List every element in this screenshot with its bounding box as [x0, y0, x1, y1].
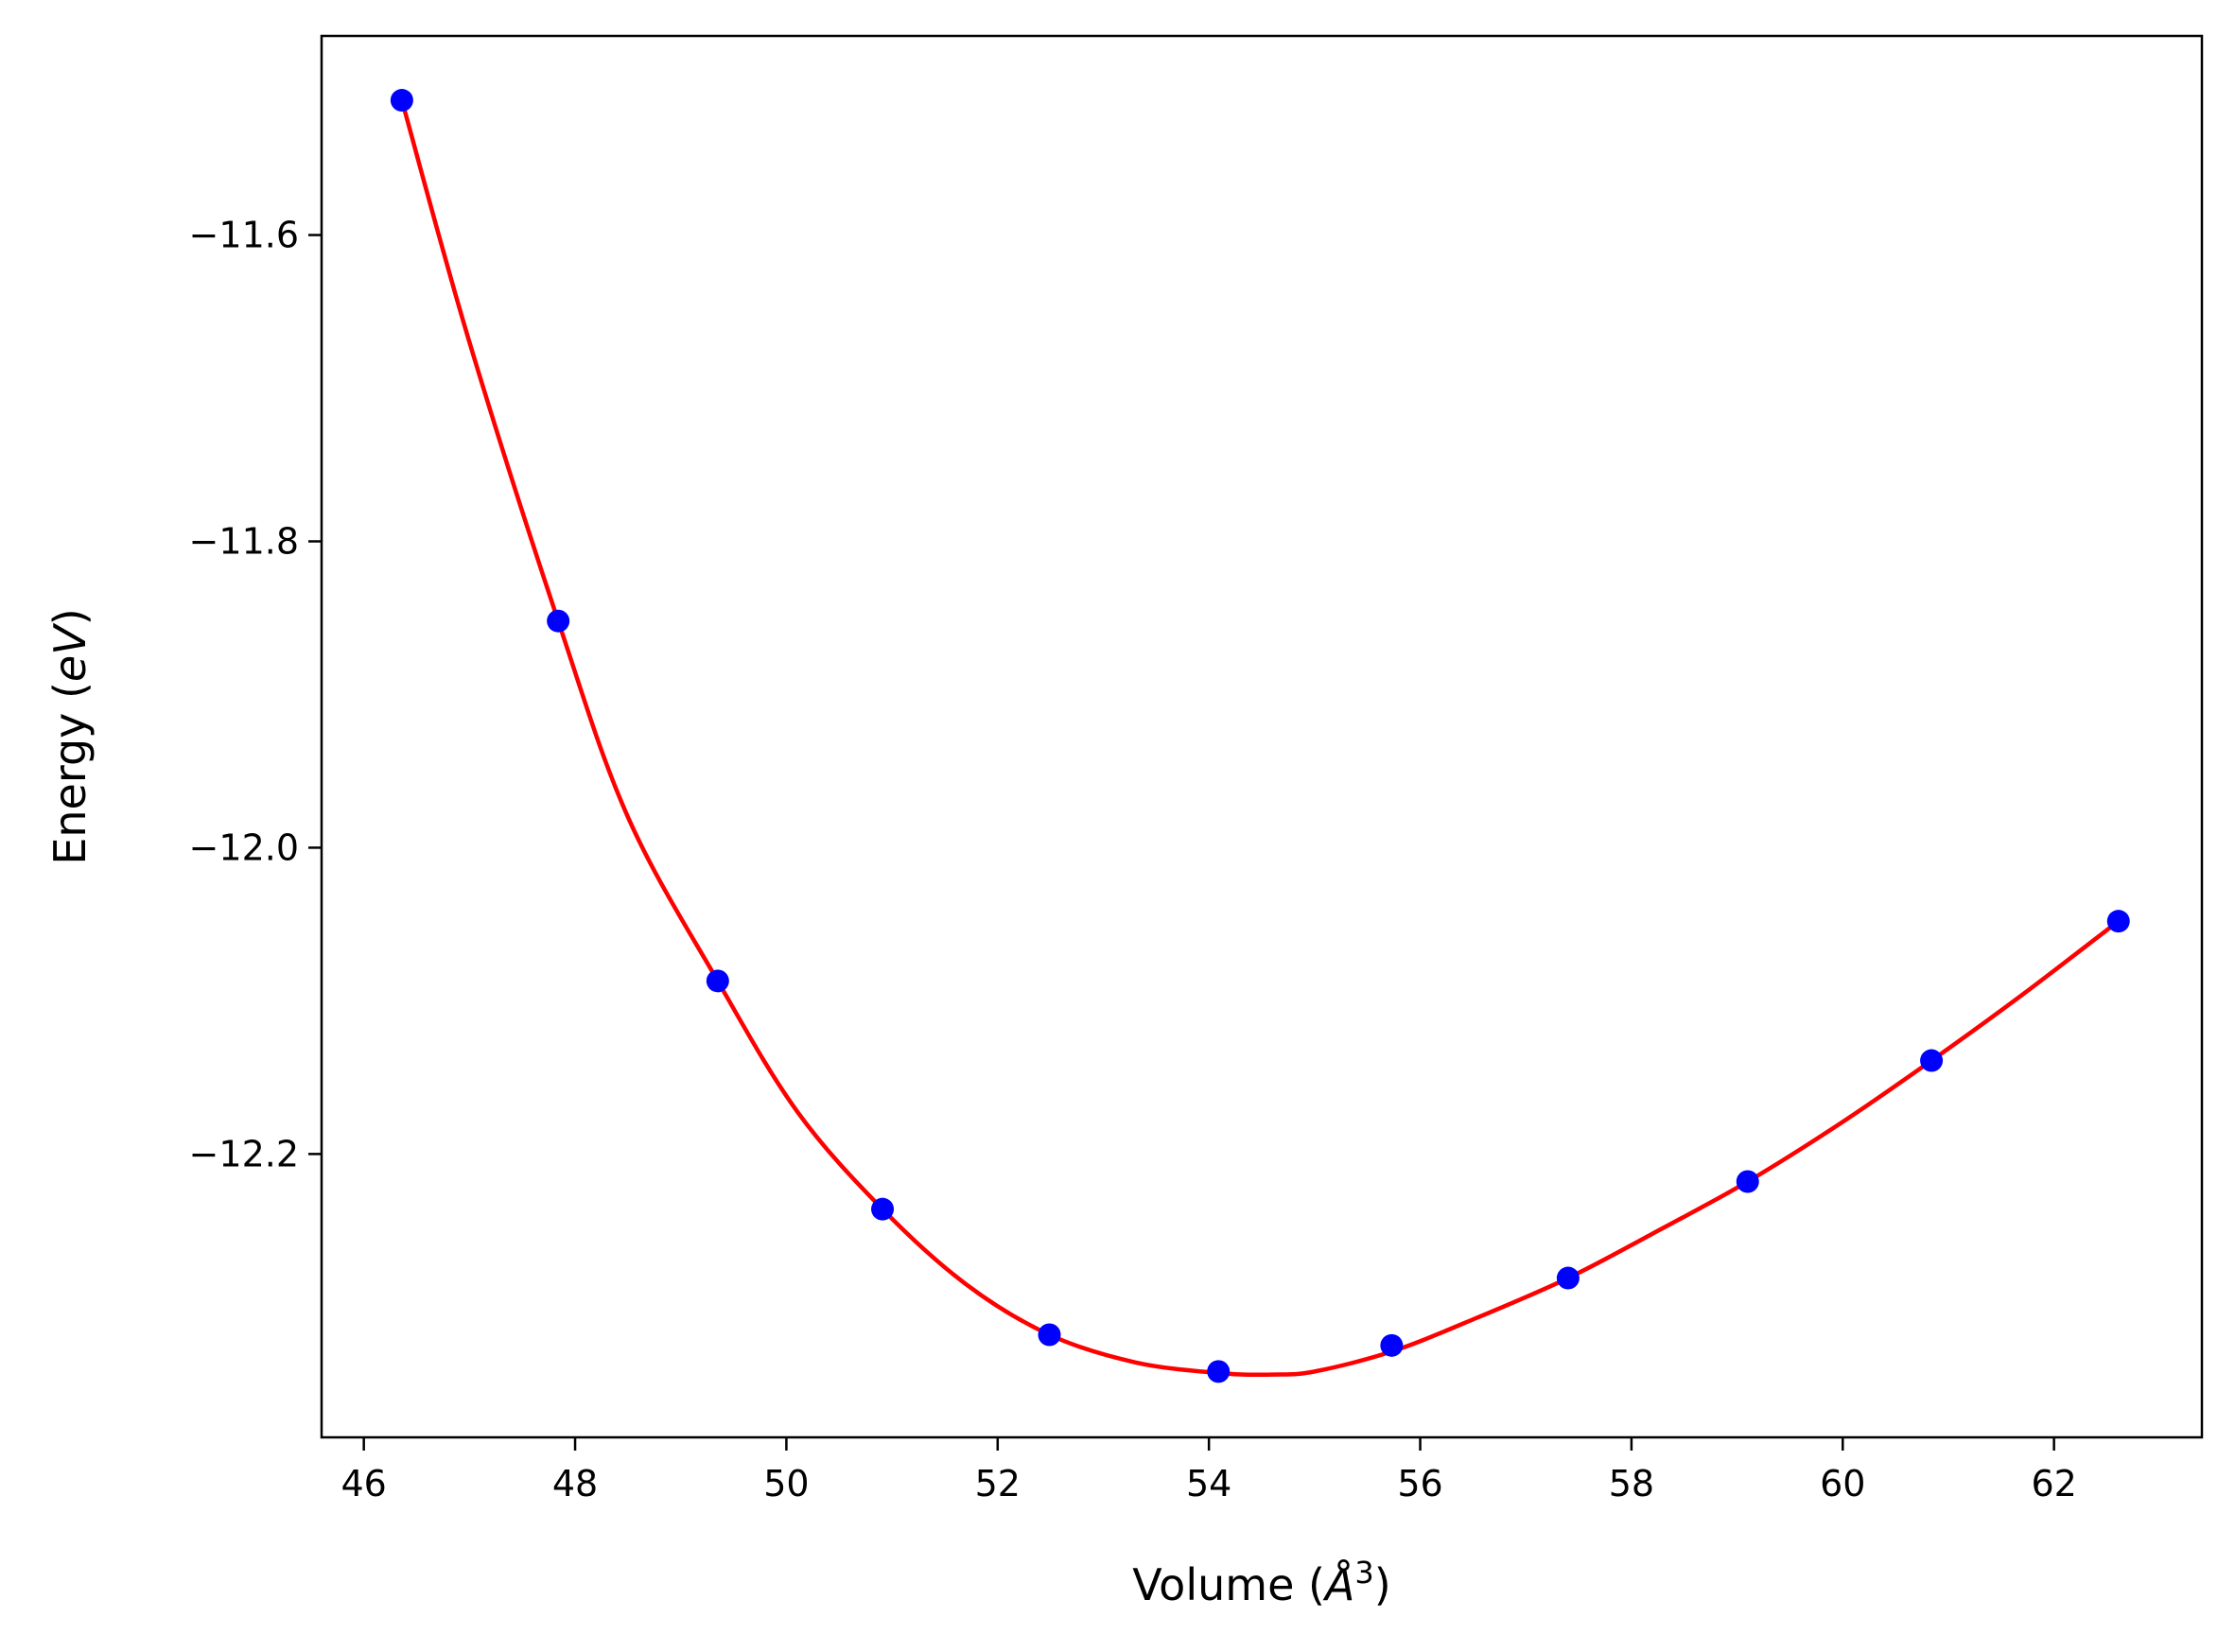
data-point [1920, 1049, 1944, 1072]
x-axis-title-unit: Å [1322, 1559, 1354, 1610]
y-axis-title: Energy (eV) [44, 608, 96, 864]
fit-curve-line [399, 99, 2121, 1378]
x-axis-title-end: ) [1374, 1559, 1391, 1610]
axes-frame [320, 34, 2204, 1439]
y-axis-title-end: ) [44, 608, 96, 625]
data-point [390, 89, 413, 113]
x-tick-label: 46 [340, 1463, 386, 1504]
x-axis-title: Volume (Å3) [1132, 1555, 1390, 1610]
y-tick-label: −11.6 [189, 215, 299, 256]
data-point [871, 1197, 895, 1221]
x-tick-label: 56 [1397, 1463, 1442, 1504]
x-tick-label: 62 [2031, 1463, 2076, 1504]
data-point [1380, 1333, 1404, 1357]
data-point [1736, 1170, 1759, 1193]
y-tick-label: −12.0 [189, 826, 299, 868]
x-tick-label: 50 [763, 1463, 809, 1504]
y-axis-title-main: Energy ( [44, 682, 96, 865]
x-axis: 46 48 50 52 54 56 58 60 62 [340, 1437, 2077, 1504]
data-point [2106, 910, 2130, 933]
data-point [547, 609, 570, 633]
x-tick-label: 52 [975, 1463, 1021, 1504]
y-axis: −11.6 −11.8 −12.0 −12.2 [189, 215, 322, 1174]
data-point [1556, 1266, 1580, 1290]
y-tick-label: −11.8 [189, 520, 299, 562]
y-tick-label: −12.2 [189, 1133, 299, 1174]
x-axis-title-main: Volume ( [1132, 1559, 1325, 1610]
plot-area [390, 89, 2130, 1383]
x-axis-title-superscript: 3 [1354, 1555, 1373, 1591]
x-tick-label: 54 [1186, 1463, 1231, 1504]
x-tick-label: 48 [552, 1463, 598, 1504]
x-tick-label: 58 [1609, 1463, 1654, 1504]
x-tick-label: 60 [1820, 1463, 1865, 1504]
data-point [706, 969, 729, 993]
data-point [1207, 1360, 1231, 1383]
data-point [1038, 1323, 1061, 1347]
y-axis-title-unit: eV [44, 622, 96, 682]
